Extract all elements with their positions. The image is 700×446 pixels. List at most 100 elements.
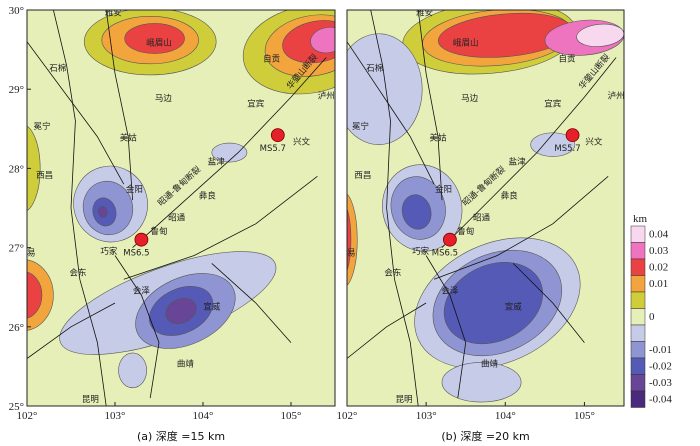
- fault-line: [441, 57, 617, 248]
- place-label: 昆明: [395, 395, 412, 405]
- legend-label: 0.03: [649, 245, 669, 257]
- anomaly-contour: [443, 261, 544, 345]
- legend-swatch: [630, 225, 646, 243]
- place-label: 马边: [155, 93, 173, 104]
- fault-line: [347, 302, 427, 359]
- fault-line: [417, 10, 443, 201]
- place-label: 会东: [70, 267, 87, 278]
- legend-label: -0.04: [649, 393, 672, 405]
- place-label: 昭通: [473, 213, 491, 224]
- y-tick-label: 28°: [9, 163, 24, 175]
- place-label: 鲁甸: [457, 226, 474, 237]
- place-label: 曲靖: [481, 358, 499, 369]
- anomaly-contour: [530, 132, 576, 157]
- place-label: 米易: [338, 248, 355, 259]
- y-tick-label: 27°: [9, 243, 24, 255]
- x-tick-label: 105°: [281, 410, 302, 422]
- x-tick-label: 102°: [17, 410, 38, 422]
- anomaly-contour: [347, 193, 358, 286]
- place-label: 彝良: [199, 190, 217, 201]
- fault-line: [132, 57, 327, 248]
- fault-line: [114, 255, 160, 399]
- earthquake-marker: [134, 232, 149, 247]
- x-tick-label: 104°: [495, 410, 516, 422]
- legend-swatch: [630, 374, 646, 392]
- earthquake-label: MS5.7: [554, 144, 580, 154]
- anomaly-contour: [211, 142, 248, 163]
- place-label: 峨眉山: [146, 38, 172, 49]
- place-label: 金阳: [435, 184, 452, 195]
- fault-line: [512, 263, 585, 343]
- panel-caption: (a) 深度 =15 km: [137, 429, 225, 443]
- legend-swatch: [630, 357, 646, 375]
- place-label: 冕宁: [352, 121, 369, 132]
- place-label: 兴文: [293, 137, 311, 148]
- place-label: 峨眉山: [453, 38, 479, 49]
- place-label: 西昌: [354, 171, 371, 181]
- fault-line: [347, 41, 435, 185]
- place-label: 巧家: [100, 246, 118, 257]
- x-tick-label: 105°: [574, 410, 595, 422]
- place-label: 自贡: [263, 53, 280, 64]
- place-label: 宜宾: [544, 99, 561, 110]
- legend-label: -0.01: [649, 344, 672, 356]
- y-tick-label: 30°: [9, 5, 24, 17]
- place-label: 自贡: [559, 53, 576, 64]
- x-tick-label: 103°: [416, 410, 437, 422]
- place-label: 曲靖: [177, 358, 195, 369]
- fault-line: [425, 255, 467, 399]
- legend-swatch: [630, 275, 646, 293]
- fault-line: [123, 175, 318, 280]
- earthquake-marker: [442, 232, 457, 247]
- legend-label: 0.04: [649, 228, 669, 240]
- anomaly-contour: [401, 194, 432, 230]
- legend-unit: km: [633, 213, 648, 225]
- place-label: 泸州: [318, 91, 335, 102]
- y-tick-label: 26°: [9, 322, 24, 334]
- place-label: 美姑: [430, 133, 448, 144]
- earthquake-label: MS5.7: [260, 144, 286, 154]
- legend-swatch: [630, 242, 646, 260]
- place-label: 泸州: [608, 91, 625, 102]
- earthquake-marker: [565, 128, 580, 143]
- place-label: 宣威: [505, 301, 523, 312]
- legend-swatch: [630, 390, 646, 408]
- anomaly-contour: [97, 206, 108, 218]
- place-label: 盐津: [509, 156, 527, 167]
- anomaly-contour: [27, 125, 41, 211]
- place-label: 石棉: [49, 63, 66, 74]
- anomaly-contour: [124, 23, 185, 54]
- place-label: 美姑: [120, 133, 138, 144]
- place-label: 雅安: [416, 8, 433, 19]
- place-label: 兴文: [585, 137, 603, 148]
- legend-label: -0.03: [649, 377, 672, 389]
- depth-legend: km0.04 0.03 0.02 0.01 0 -0.01 -0.02 -0.03 -0.04: [630, 213, 672, 408]
- place-label: 冕宁: [33, 121, 50, 132]
- earthquake-marker: [270, 128, 285, 143]
- legend-label: 0.01: [649, 278, 668, 290]
- x-tick-label: 104°: [193, 410, 214, 422]
- place-label: 会泽: [133, 286, 151, 297]
- anomaly-contour: [118, 352, 147, 389]
- legend-label: 0.02: [649, 261, 668, 273]
- place-label: 会东: [384, 267, 401, 278]
- map-frame: [26, 9, 336, 407]
- fault-line: [370, 10, 419, 406]
- panel-caption: (b) 深度 =20 km: [441, 429, 529, 443]
- x-tick-label: 103°: [105, 410, 126, 422]
- anomaly-contour: [165, 297, 197, 324]
- x-tick-label: 102°: [337, 410, 358, 422]
- place-label: 宜宾: [247, 99, 264, 110]
- place-label: 金阳: [126, 184, 143, 195]
- earthquake-label: MS6.5: [432, 249, 458, 259]
- y-tick-label: 29°: [9, 84, 24, 96]
- legend-swatch: [630, 308, 646, 326]
- earthquake-label: MS6.5: [123, 249, 149, 259]
- fault-line: [27, 41, 125, 185]
- fault-line: [433, 175, 609, 280]
- place-label: 巧家: [412, 246, 430, 257]
- place-label: 马边: [461, 93, 479, 104]
- place-label: 昭通: [168, 213, 186, 224]
